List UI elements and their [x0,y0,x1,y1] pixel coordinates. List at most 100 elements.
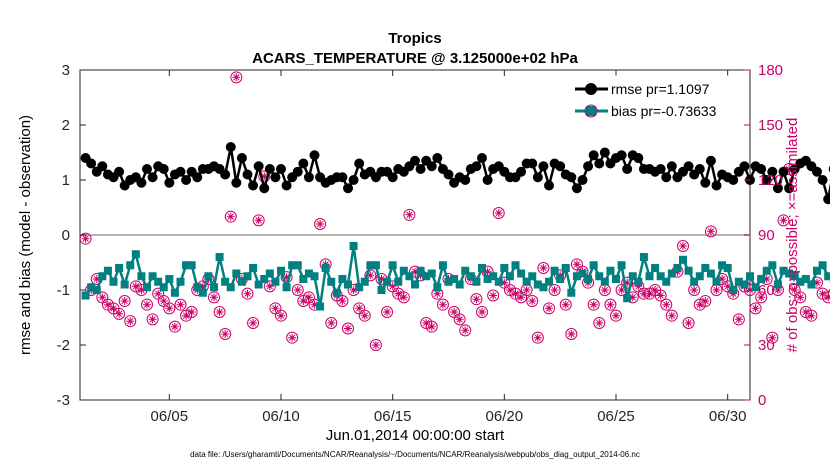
rmse-point [817,175,828,185]
assimilated-obs-point [472,295,481,304]
rmse-point [460,175,471,185]
bias-point [165,275,174,283]
y-left-tick-label: 0 [62,227,70,244]
legend: rmse pr=1.1097 bias pr=-0.73633 [569,75,746,121]
bias-point [500,264,509,272]
bias-point [522,277,531,286]
possible-obs-point [208,291,220,304]
possible-obs-point [124,315,137,328]
bias-point [606,266,615,275]
y-right-tick-label: 30 [758,337,775,354]
assimilated-obs-point [824,293,830,302]
bias-point [137,272,146,281]
legend-rmse-label: rmse pr=1.1097 [611,81,710,97]
bias-point [366,261,375,270]
assimilated-obs-point [316,220,325,228]
assimilated-obs-point [249,319,258,327]
assimilated-obs-point [349,286,358,294]
rmse-point [309,150,320,161]
assimilated-obs-point [572,260,581,269]
bias-point [187,261,196,270]
assimilated-obs-point [785,165,794,173]
bias-point [371,261,380,270]
bias-point [411,280,419,289]
rmse-point [633,153,644,163]
assimilated-obs-point [690,286,699,294]
rmse-point [477,153,487,163]
bias-point [679,255,687,264]
possible-obs-point [241,287,254,300]
bias-point [377,286,386,294]
y-axis-right-label: # of obs: o=possible; ×=assimilated [784,118,801,353]
bias-point [651,264,660,272]
bias-point [768,261,777,270]
assimilated-obs-point [628,293,637,302]
bias-point [528,272,537,281]
possible-obs-point [704,225,717,238]
rmse-point [778,166,789,177]
rmse-point [583,161,594,172]
possible-obs-point [325,317,338,329]
rmse-point [772,183,783,194]
assimilated-obs-point [494,209,503,217]
rmse-point [616,150,627,161]
possible-obs-point [358,309,371,322]
bias-point [399,266,408,275]
possible-obs-point [141,298,153,311]
assimilated-obs-point [115,309,124,318]
assimilated-obs-point [221,330,230,338]
assimilated-obs-point [734,315,743,324]
y-left-tick-label: 1 [62,172,70,189]
possible-obs-point [247,317,260,329]
assimilated-obs-point [344,324,352,333]
possible-obs-point [403,208,416,221]
bias-point [444,277,453,286]
rmse-point [276,164,286,174]
bias-point [198,288,207,297]
assimilated-obs-point [617,286,626,294]
rmse-point [298,158,309,169]
bias-point [639,253,648,261]
rmse-point [192,172,203,183]
assimilated-obs-point [405,210,414,219]
bias-point [684,266,693,275]
bias-point [282,283,291,292]
rmse-point [86,158,97,169]
rmse-point [410,155,420,166]
assimilated-obs-point [254,216,263,225]
assimilated-obs-point [170,322,179,331]
bias-point [422,272,431,281]
bias-point [260,275,269,283]
bias-point [539,283,548,292]
bias-point [807,280,816,289]
y-right-tick-label: 90 [758,227,775,244]
rmse-point [784,183,795,194]
possible-obs-point [526,295,539,307]
possible-obs-point [146,313,159,326]
assimilated-obs-point [187,308,196,316]
bias-point [338,275,347,283]
rmse-point [666,161,677,172]
rmse-point [136,177,147,188]
possible-obs-point [677,240,689,252]
rmse-point [482,175,493,185]
bias-point [690,277,699,286]
y-left-tick-label: 2 [62,117,70,134]
assimilated-obs-point [377,275,386,283]
rmse-point [471,161,482,172]
assimilated-obs-point [662,300,671,309]
assimilated-obs-point [126,317,135,326]
assimilated-obs-point [109,304,118,313]
possible-obs-point [476,306,488,318]
bias-point [433,283,442,292]
assimilated-obs-point [639,289,648,298]
assimilated-obs-point [600,286,609,294]
assimilated-obs-point [304,293,313,302]
possible-obs-point [610,309,622,322]
possible-obs-point [732,313,745,326]
bias-point [232,269,241,278]
assimilated-obs-point [634,282,643,291]
legend-bias-label: bias pr=-0.73633 [611,103,717,119]
assimilated-obs-point [137,286,146,294]
